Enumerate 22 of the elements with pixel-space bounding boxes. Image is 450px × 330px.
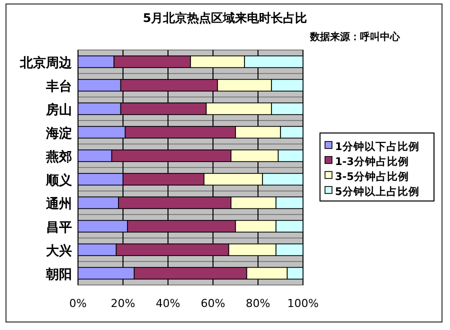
legend-label: 5分钟以上占比例 — [335, 185, 420, 198]
legend-label: 1-3分钟占比例 — [335, 155, 409, 168]
annotation: 数据来源：呼叫中心 — [310, 32, 400, 43]
title: 5月北京热点区域来电时长占比 — [142, 11, 308, 25]
xtick: 40% — [156, 297, 180, 310]
xtick: 0% — [69, 297, 87, 310]
xtick: 60% — [200, 297, 226, 310]
ytick: 大兴 — [46, 244, 72, 259]
ytick: 房山 — [46, 102, 72, 118]
ytick: 燕郊 — [46, 150, 72, 165]
legend-label: 3-5分钟占比例 — [335, 170, 409, 183]
xtick: 80% — [246, 297, 270, 310]
legend-label: 1分钟以下占比例 — [335, 140, 420, 153]
xtick: 20% — [110, 297, 136, 310]
ytick: 丰台 — [46, 79, 72, 94]
ytick: 顺义 — [46, 173, 72, 188]
xtick: 100% — [287, 297, 319, 310]
ytick: 通州 — [46, 196, 72, 212]
ytick: 北京周边 — [20, 56, 72, 71]
ytick: 朝阳 — [46, 267, 72, 282]
ytick: 海淀 — [46, 126, 72, 142]
ytick: 昌平 — [46, 220, 72, 236]
